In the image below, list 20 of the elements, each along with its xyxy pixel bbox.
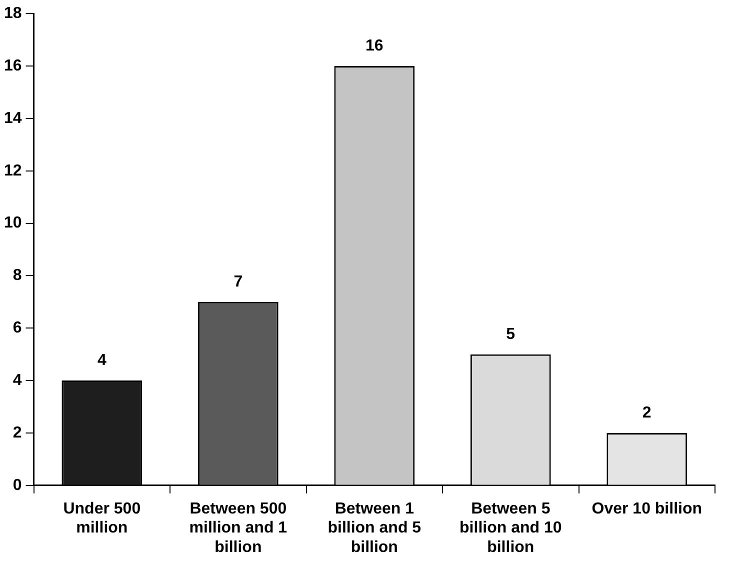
data-label: 5 [506, 326, 516, 343]
data-label: 4 [97, 352, 106, 369]
y-tick-label: 16 [4, 57, 22, 74]
y-tick-label: 18 [4, 5, 22, 22]
y-tick-label: 6 [12, 320, 22, 337]
y-tick-label: 12 [4, 162, 22, 180]
x-tick-label: Between 500 million and 1 billion [189, 500, 288, 556]
x-tick-label: Between 5 billion and 10 billion [460, 500, 562, 556]
x-tick-label: Under 500 million [63, 500, 141, 537]
x-tick-label: Between 1 billion and 5 billion [328, 500, 422, 556]
y-tick-label: 8 [12, 267, 22, 284]
data-label: 16 [366, 37, 384, 54]
x-tick-label: Over 10 billion [592, 500, 702, 518]
y-tick-label: 2 [12, 424, 22, 442]
data-label: 7 [234, 273, 243, 290]
data-label: 2 [642, 404, 652, 422]
y-tick-label: 4 [12, 372, 22, 389]
y-tick-label: 14 [4, 110, 22, 127]
y-tick-label: 10 [4, 214, 22, 232]
y-tick-label: 0 [12, 476, 22, 494]
